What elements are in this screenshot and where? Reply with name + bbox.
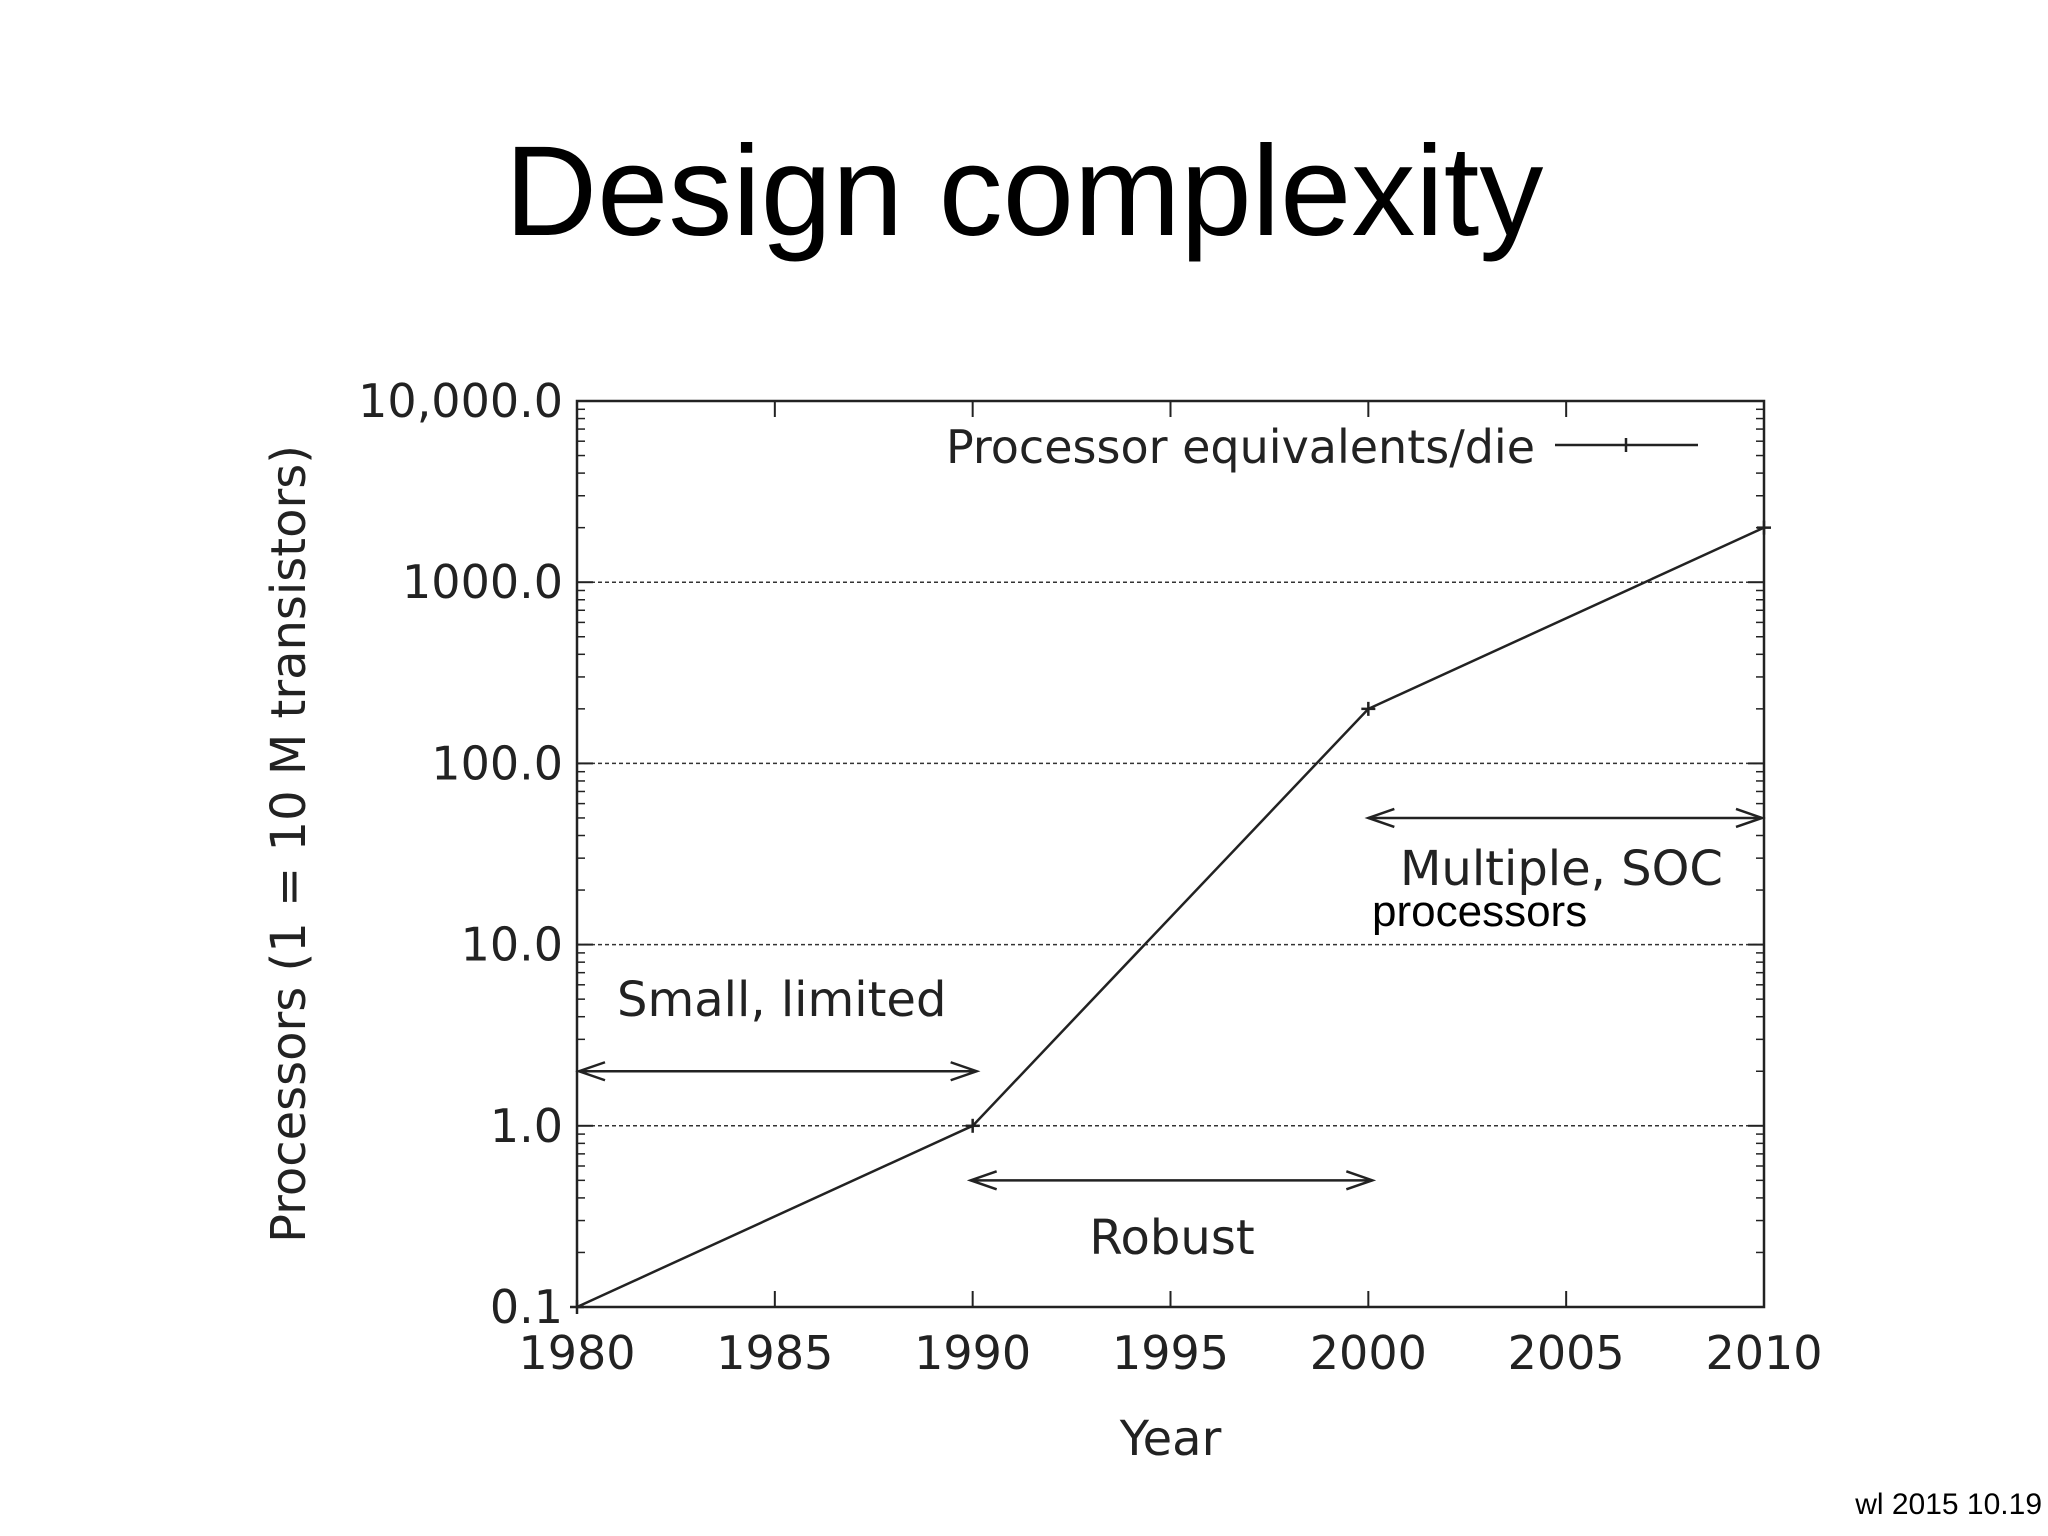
slide-footer: wl 2015 10.19 (1855, 1488, 2042, 1521)
x-tick-label: 1980 (518, 1326, 635, 1380)
annotation-multiple-soc: Multiple, SOC (1400, 841, 1723, 897)
y-axis-label: Processors (1 = 10 M transistors) (261, 445, 317, 1243)
annotations: Small, limited Robust Multiple, SOCprocess… (575, 807, 1766, 1266)
annotation-small-limited: Small, limited (617, 972, 946, 1028)
x-tick-label: 1995 (1112, 1326, 1229, 1380)
y-tick-label: 100.0 (431, 736, 563, 790)
x-tick-label: 1990 (914, 1326, 1031, 1380)
x-tick-label: 2010 (1705, 1326, 1822, 1380)
x-tick-label: 2005 (1508, 1326, 1625, 1380)
x-tick-label: 2000 (1310, 1326, 1427, 1380)
arrow-head-left (575, 1061, 606, 1082)
gridlines (577, 581, 1764, 1127)
arrow-head-left (1364, 807, 1395, 829)
y-tick-label: 1.0 (490, 1099, 563, 1153)
data-point (965, 1118, 980, 1133)
data-point (1361, 701, 1376, 716)
axis-ticks: 0.1 1.0 10.0 100.0 1000.0 10,000.0 1980 1985 199… (358, 374, 1822, 1380)
arrow-multiple-soc (1364, 807, 1766, 829)
y-tick-label: 10,000.0 (358, 374, 563, 428)
legend-label: Processor equivalents/die (946, 420, 1535, 474)
arrow-robust (966, 1170, 1377, 1191)
series-layer (570, 520, 1771, 1314)
y-tick-label: 1000.0 (402, 555, 563, 609)
arrow-head-right (1345, 1170, 1377, 1191)
x-axis-label: Year (1119, 1411, 1222, 1467)
legend: Processor equivalents/die (946, 420, 1698, 474)
plot-frame (575, 399, 1766, 1309)
axis-labels: Year Processors (1 = 10 M transistors) (261, 445, 1222, 1467)
arrow-head-left (966, 1170, 998, 1191)
y-tick-label: 10.0 (461, 918, 563, 972)
annotation-processors: processors (1372, 887, 1587, 936)
y-tick-label: 0.1 (490, 1280, 563, 1334)
arrow-head-right (950, 1061, 981, 1082)
annotation-robust: Robust (1089, 1210, 1254, 1266)
arrow-head-right (1735, 807, 1766, 829)
series-line (576, 526, 1765, 1309)
slide-title: Design complexity (504, 120, 1544, 263)
x-tick-label: 1985 (716, 1326, 833, 1380)
arrow-small-limited (575, 1061, 981, 1082)
